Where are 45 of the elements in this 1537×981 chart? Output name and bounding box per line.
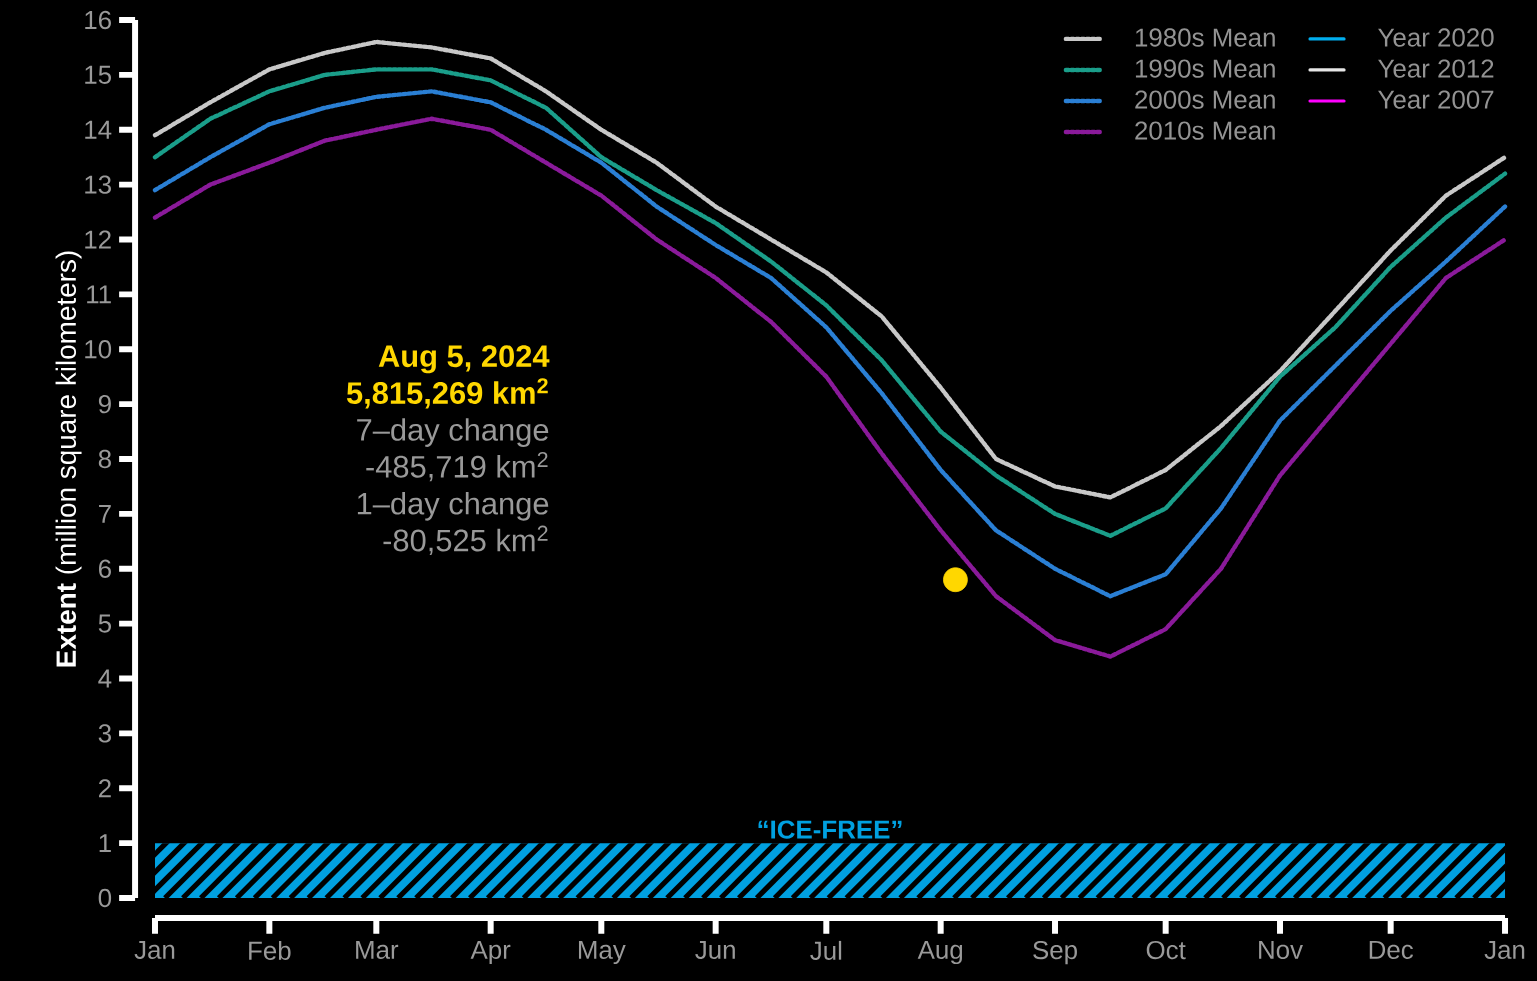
- annotation: -80,525 km$^{2}$: [383, 525, 548, 556]
- y-tick-label: 5: [98, 614, 111, 633]
- y-tick-label: 8: [98, 449, 111, 469]
- x-tick-label: Feb: [249, 940, 291, 960]
- annotation: Aug 5, 2024: [378, 345, 550, 374]
- legend-label: 1980s Mean: [1135, 28, 1275, 47]
- y-tick-label: 6: [99, 559, 111, 578]
- legend-label: 1990s Mean: [1135, 59, 1275, 78]
- y-tick-label: 13: [85, 175, 111, 194]
- x-tick-label: Jan: [1484, 940, 1525, 959]
- band-label: “ICE-FREE”: [758, 820, 902, 839]
- y-tick-label: 9: [98, 394, 111, 414]
- y-tick-label: 16: [85, 10, 111, 30]
- y-tick-label: 1: [99, 834, 111, 853]
- y-tick-label: 3: [98, 724, 111, 743]
- x-tick-label: Jan: [134, 940, 175, 959]
- legend-label: Year 2020: [1378, 28, 1494, 47]
- x-tick-label: Oct: [1146, 940, 1186, 960]
- x-tick-label: May: [578, 940, 626, 965]
- annotation: -485,719 km$^{2}$: [366, 451, 548, 482]
- x-tick-label: Dec: [1369, 940, 1414, 959]
- x-tick-label: Mar: [356, 940, 399, 959]
- annotation: 7–day change: [357, 418, 549, 447]
- y-tick-label: 4: [98, 669, 112, 688]
- x-tick-label: Jul: [810, 940, 842, 960]
- y-tick-label: 12: [85, 230, 111, 249]
- legend-label: Year 2007: [1378, 90, 1494, 109]
- y-tick-label: 0: [98, 888, 112, 908]
- x-tick-label: Aug: [917, 940, 963, 965]
- x-tick-label: Jun: [695, 940, 735, 959]
- y-tick-label: 2: [99, 779, 111, 798]
- y-tick-label: 14: [85, 120, 112, 139]
- y-tick-label: 15: [85, 65, 111, 84]
- legend-label: 2000s Mean: [1135, 90, 1275, 109]
- y-tick-label: 10: [85, 340, 112, 359]
- annotation: 5,815,269 km$^{2}$: [346, 378, 548, 409]
- y-axis-title: Extent (million square kilometers): [55, 251, 82, 667]
- x-tick-label: Apr: [470, 940, 511, 965]
- x-tick-label: Sep: [1033, 940, 1077, 965]
- annotation: 1–day change: [357, 491, 549, 521]
- y-tick-label: 11: [87, 285, 111, 304]
- y-tick-label: 7: [99, 504, 111, 523]
- legend-label: 2010s Mean: [1135, 121, 1275, 140]
- legend-label: Year 2012: [1378, 59, 1494, 78]
- x-tick-label: Nov: [1259, 940, 1303, 959]
